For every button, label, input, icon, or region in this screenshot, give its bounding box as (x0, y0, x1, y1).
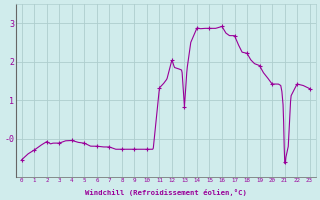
X-axis label: Windchill (Refroidissement éolien,°C): Windchill (Refroidissement éolien,°C) (85, 189, 247, 196)
